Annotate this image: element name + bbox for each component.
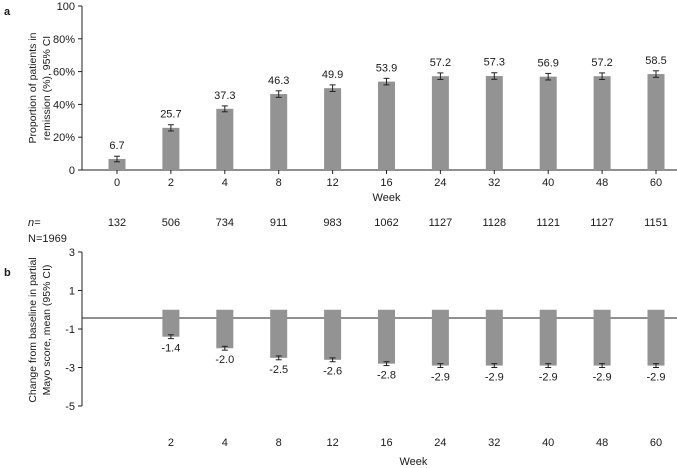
panel-b-label: b xyxy=(4,267,11,279)
panel-b-data-label: -2.9 xyxy=(539,372,558,384)
panel-a-n-value: 983 xyxy=(323,217,341,229)
panel-b-x-tick-label: 8 xyxy=(276,437,282,449)
panel-a-n-value: 1121 xyxy=(536,217,560,229)
panel-a-data-label: 57.3 xyxy=(484,57,505,69)
panel-a-n-value: 506 xyxy=(162,217,180,229)
panel-a-bar xyxy=(216,108,234,170)
panel-b-data-label: -2.9 xyxy=(593,372,612,384)
panel-b-bar xyxy=(593,309,611,366)
panel-b-x-tick-label: 4 xyxy=(222,437,228,449)
panel-b-bar xyxy=(378,309,395,364)
panel-b-data-label: -1.4 xyxy=(161,343,180,355)
panel-a-x-tick-label: 8 xyxy=(276,177,282,189)
panel-a-y-tick-label: 40% xyxy=(53,99,75,111)
panel-b-y-axis-title: Mayo score, mean (95% CI) xyxy=(41,265,53,396)
panel-a-n-value: 911 xyxy=(270,217,288,229)
panel-a-N-total: N=1969 xyxy=(28,233,67,245)
panel-b-y-tick-label: 1 xyxy=(69,286,75,298)
panel-a-bar xyxy=(162,127,180,170)
panel-a-y-tick-label: 80% xyxy=(53,34,75,46)
panel-a-x-axis-title: Week xyxy=(373,192,401,204)
panel-b-data-label: -2.6 xyxy=(323,366,342,378)
panel-a-data-label: 53.9 xyxy=(376,62,397,74)
panel-a-data-label: 57.2 xyxy=(591,57,612,69)
panel-a-label: a xyxy=(4,6,11,18)
panel-b-x-tick-label: 48 xyxy=(596,437,608,449)
panel-a-data-label: 57.2 xyxy=(430,57,451,69)
panel-a-data-label: 37.3 xyxy=(214,90,235,102)
panel-b-x-axis-title: Week xyxy=(399,456,427,468)
panel-a-y-axis-title: Proportion of patients in xyxy=(27,32,39,143)
panel-a-n-value: 132 xyxy=(108,217,126,229)
panel-b-x-tick-label: 2 xyxy=(168,437,174,449)
panel-a-bar xyxy=(593,76,611,170)
panel-b-data-label: -2.0 xyxy=(215,354,234,366)
panel-a-bar xyxy=(378,81,395,170)
panel-a-n-value: 1127 xyxy=(590,217,614,229)
panel-b-x-tick-label: 60 xyxy=(650,437,662,449)
panel-b-data-label: -2.9 xyxy=(485,372,504,384)
panel-a-n-value: 1127 xyxy=(429,217,453,229)
panel-a-bar xyxy=(324,88,342,170)
panel-a-data-label: 56.9 xyxy=(537,57,558,69)
panel-b-x-tick-label: 16 xyxy=(380,437,392,449)
panel-a-y-tick-label: 20% xyxy=(53,132,75,144)
panel-a-x-tick-label: 12 xyxy=(326,177,338,189)
panel-b-bar xyxy=(324,309,342,360)
panel-a-n-label: n= xyxy=(28,217,41,229)
panel-b-bar xyxy=(431,309,449,366)
panel-a-y-tick-label: 100 xyxy=(57,1,75,13)
panel-b-y-tick-label: 3 xyxy=(69,247,75,259)
panel-a-bar xyxy=(485,76,503,170)
panel-b-bar xyxy=(647,309,665,366)
panel-a-x-tick-label: 60 xyxy=(650,177,662,189)
panel-b-x-tick-label: 12 xyxy=(326,437,338,449)
panel-b-x-tick-label: 24 xyxy=(434,437,446,449)
panel-b-y-tick-label: -3 xyxy=(65,363,75,375)
panel-b-data-label: -2.9 xyxy=(647,372,666,384)
panel-a-n-value: 1151 xyxy=(644,217,668,229)
panel-a-n-value: 1062 xyxy=(374,217,398,229)
panel-a-x-tick-label: 4 xyxy=(222,177,228,189)
panel-a-data-label: 49.9 xyxy=(322,69,343,81)
panel-a-bar xyxy=(270,94,288,170)
panel-b-y-axis-title: Change from baseline in partial xyxy=(27,257,39,402)
panel-b-bar xyxy=(270,309,288,358)
panel-a-n-value: 1128 xyxy=(482,217,506,229)
panel-b-bar xyxy=(485,309,503,366)
panel-a-data-label: 46.3 xyxy=(268,75,289,87)
panel-a-bar xyxy=(647,74,665,170)
panel-a-x-tick-label: 40 xyxy=(542,177,554,189)
panel-a-x-tick-label: 0 xyxy=(114,177,120,189)
panel-a-y-axis-title: remission (%), 95% CI xyxy=(41,36,53,140)
panel-a-data-label: 6.7 xyxy=(109,140,124,152)
panel-a-x-tick-label: 48 xyxy=(596,177,608,189)
panel-a-bar xyxy=(108,159,126,170)
panel-b-y-tick-label: -1 xyxy=(65,324,75,336)
panel-b-data-label: -2.5 xyxy=(269,364,288,376)
panel-a-data-label: 25.7 xyxy=(160,109,181,121)
panel-b-bar xyxy=(216,309,234,349)
panel-b-data-label: -2.9 xyxy=(431,372,450,384)
panel-a-n-value: 734 xyxy=(216,217,234,229)
panel-a-y-tick-label: 60% xyxy=(53,67,75,79)
panel-b-data-label: -2.8 xyxy=(377,370,396,382)
panel-b-bar xyxy=(539,309,557,366)
panel-a-x-tick-label: 2 xyxy=(168,177,174,189)
panel-a-bar xyxy=(431,76,449,170)
panel-a-x-tick-label: 16 xyxy=(380,177,392,189)
panel-b-x-tick-label: 32 xyxy=(488,437,500,449)
panel-a-y-tick-label: 0 xyxy=(69,165,75,177)
panel-a-data-label: 58.5 xyxy=(645,55,666,67)
panel-a-x-tick-label: 24 xyxy=(434,177,446,189)
panel-a-bar xyxy=(539,76,557,170)
panel-b-y-tick-label: -5 xyxy=(65,401,75,413)
panel-a-x-tick-label: 32 xyxy=(488,177,500,189)
panel-b-bar xyxy=(162,309,180,337)
panel-b-x-tick-label: 40 xyxy=(542,437,554,449)
